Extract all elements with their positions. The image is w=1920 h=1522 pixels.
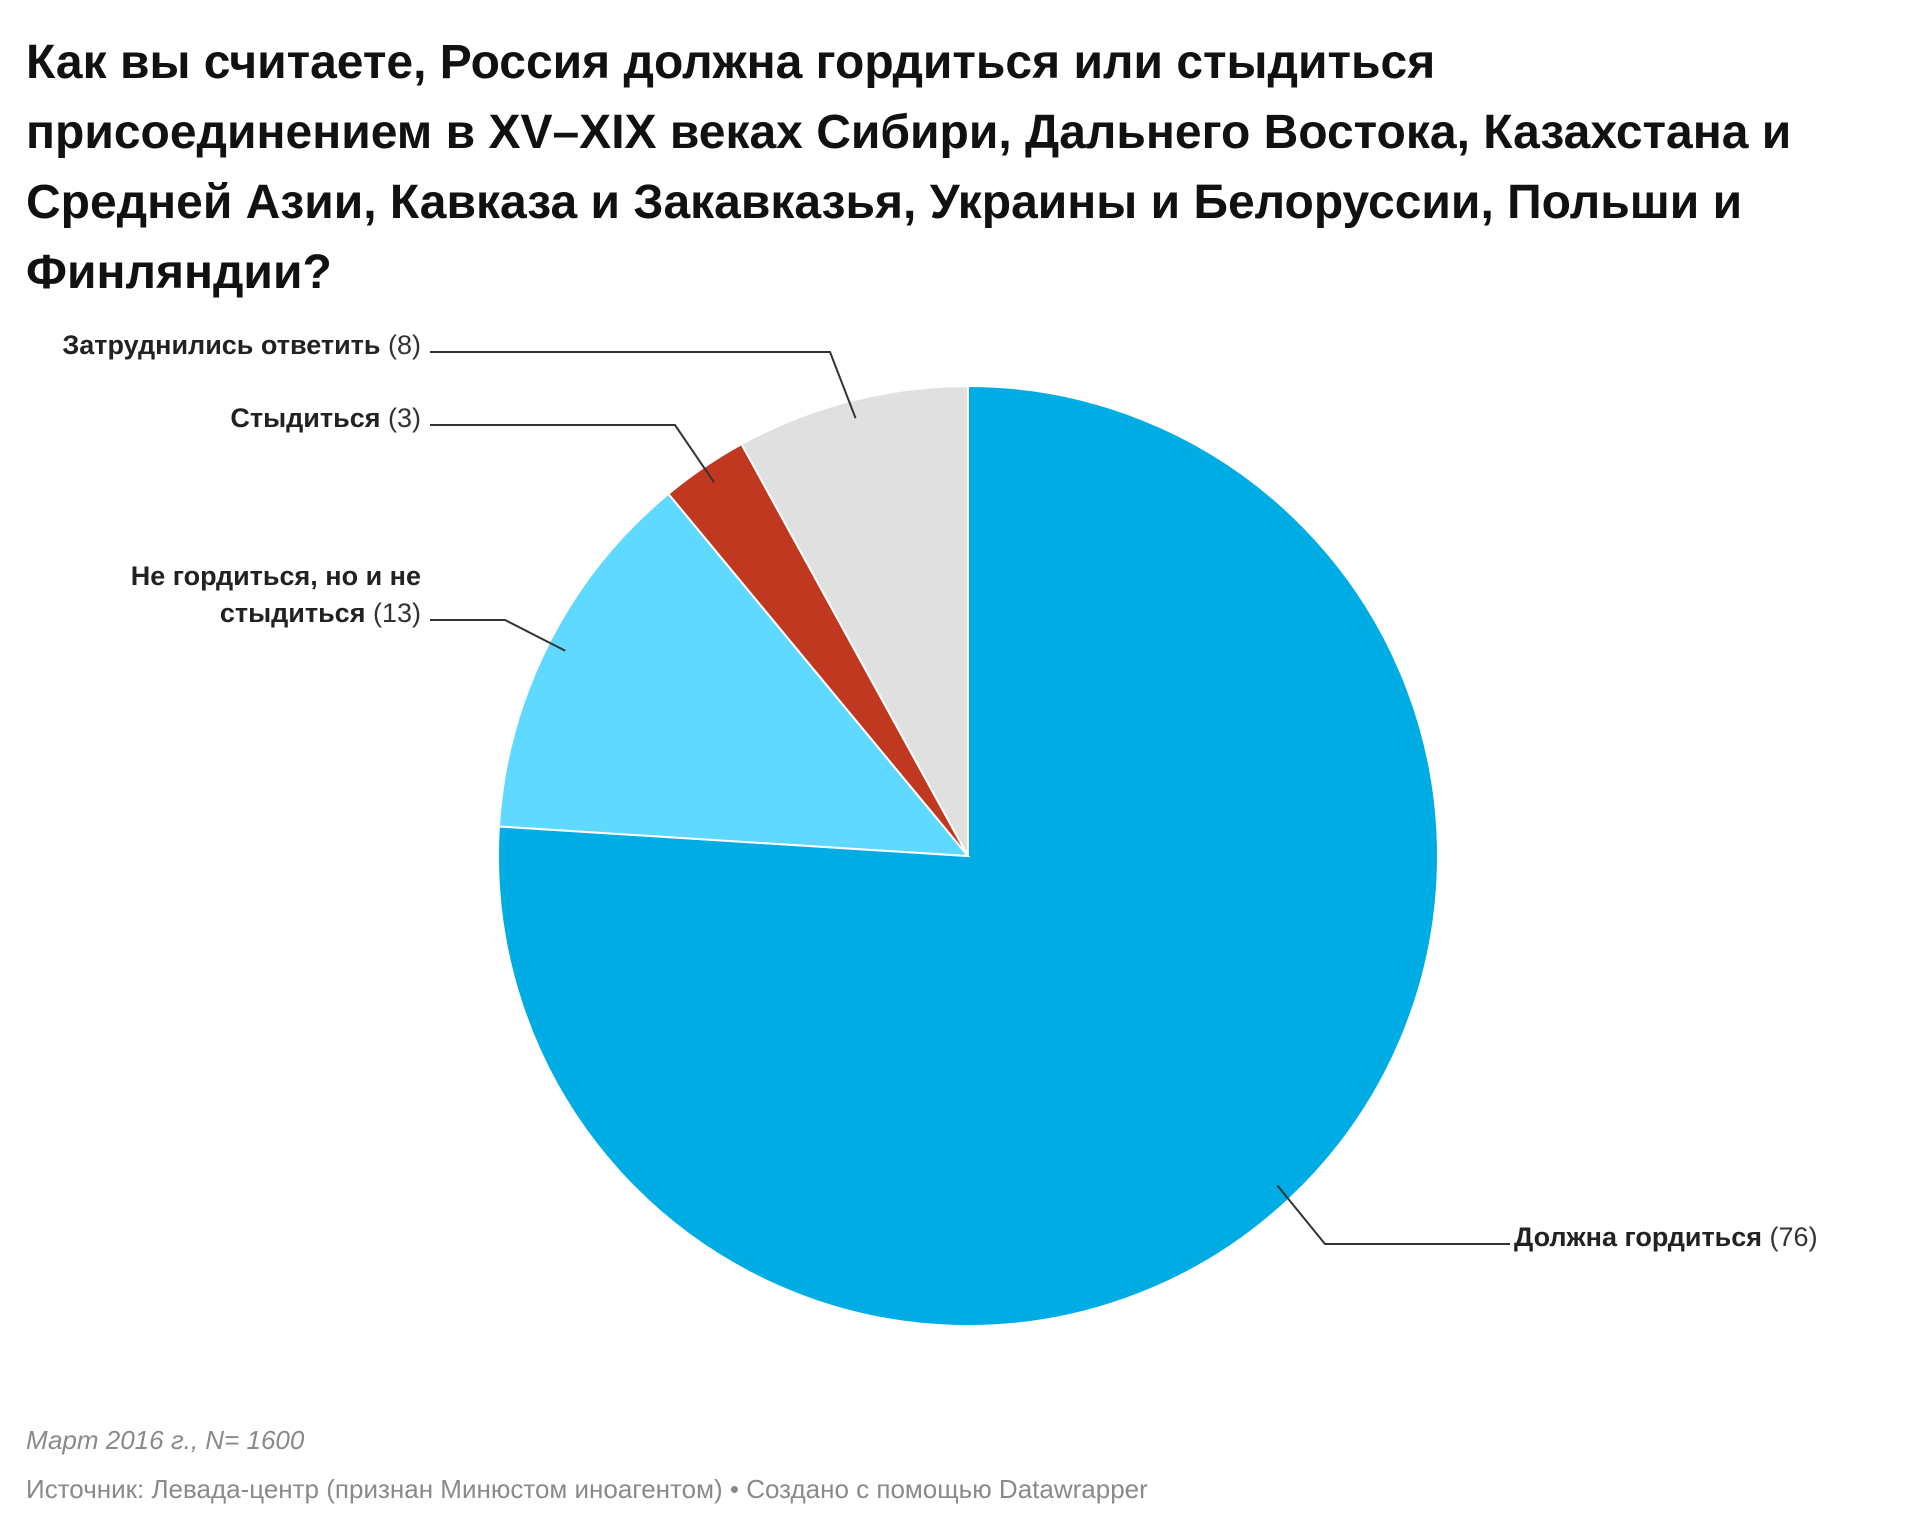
- slice-label-3-line-0: Затруднились ответить (8): [62, 330, 421, 360]
- leader-lines: [430, 351, 1510, 1245]
- leader-line-2: [430, 424, 715, 483]
- slice-value-0: (76): [1762, 1222, 1818, 1252]
- pie-slices: [497, 384, 1439, 1327]
- chart-note: Март 2016 г., N= 1600: [26, 1425, 305, 1455]
- slice-value-2: (3): [381, 403, 422, 433]
- slice-value-1: (13): [365, 598, 421, 628]
- leader-line-1: [430, 619, 566, 652]
- slice-label-0-line-0: Должна гордиться (76): [1514, 1222, 1818, 1252]
- slice-label-1-line-0: Не гордиться, но и не: [131, 561, 421, 591]
- chart-source: Источник: Левада-центр (признан Минюстом…: [26, 1474, 1148, 1504]
- slice-label-1-line-1: стыдиться (13): [220, 598, 421, 628]
- slice-labels: Должна гордиться (76) Не гордиться, но и …: [62, 330, 1817, 1252]
- slice-value-3: (8): [381, 330, 422, 360]
- leader-line-0: [1276, 1184, 1510, 1245]
- pie-slice-3: [740, 384, 969, 857]
- chart-title: Как вы считаете, Россия должна гордиться…: [26, 36, 1792, 299]
- slice-label-2-line-0: Стыдиться (3): [230, 403, 421, 433]
- leader-line-3: [430, 351, 857, 419]
